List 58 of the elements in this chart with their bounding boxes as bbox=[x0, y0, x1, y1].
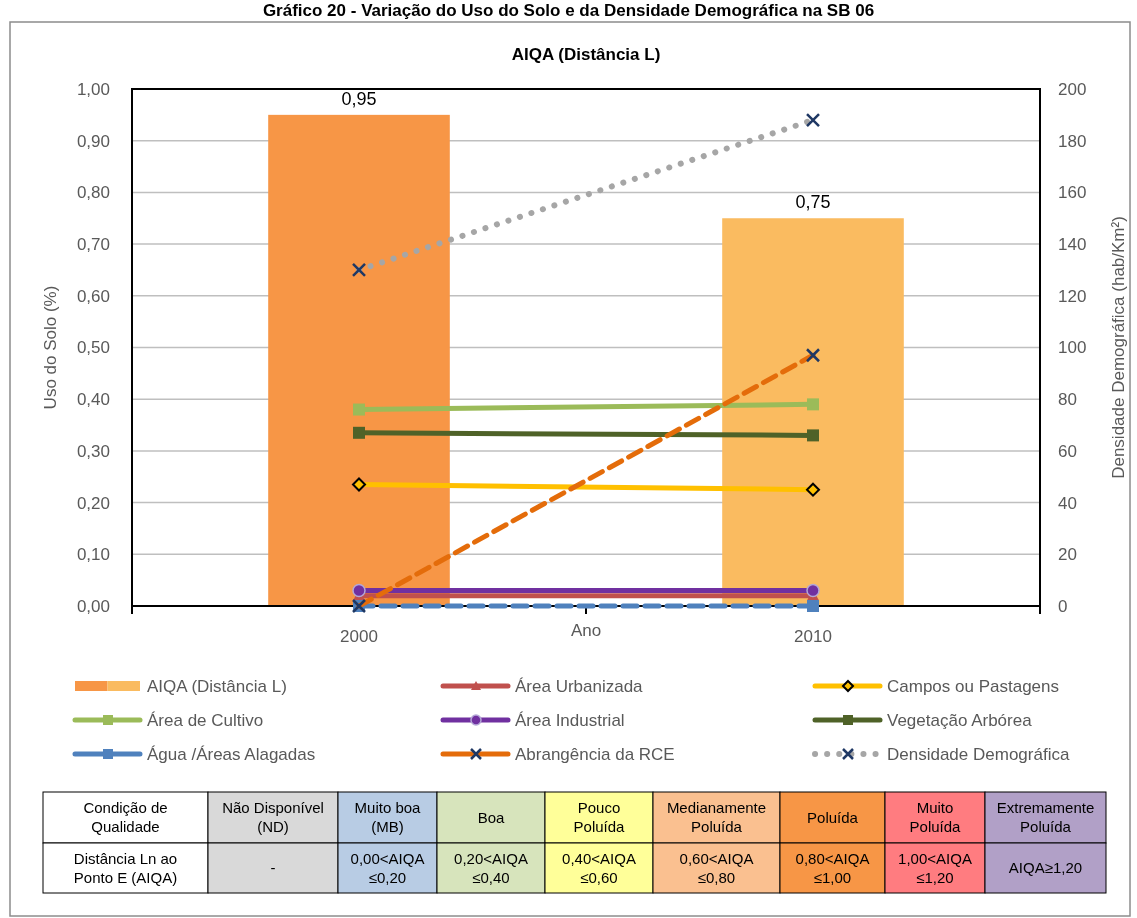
legend-label: Vegetação Arbórea bbox=[887, 710, 1033, 730]
text: 0,60<AIQA ≤0,80 bbox=[679, 849, 754, 886]
legend-label: Campos ou Pastagens bbox=[887, 676, 1059, 696]
data-label: 0,95 bbox=[341, 88, 377, 109]
category-label: Boa bbox=[477, 808, 505, 826]
category-label: Medianamente Poluída bbox=[666, 799, 767, 836]
text: AIQA≥1,20 bbox=[1008, 859, 1083, 877]
category-label: Pouco Poluída bbox=[573, 799, 626, 836]
y-tick-label: 0,80 bbox=[76, 183, 110, 203]
data-label: 0,75 bbox=[795, 192, 831, 213]
legend-label: AIQA (Distância L) bbox=[147, 676, 287, 696]
legend-label: Água /Áreas Alagadas bbox=[147, 744, 316, 764]
y-tick-label: 0,40 bbox=[76, 390, 110, 410]
y2-tick-label: 100 bbox=[1058, 338, 1087, 358]
chart-title: Gráfico 20 - Variação do Uso do Solo e da Densidade Demográfica na SB 06 bbox=[262, 1, 875, 20]
y2-tick-label: 60 bbox=[1058, 441, 1077, 461]
y2-tick-label: 20 bbox=[1058, 545, 1077, 565]
y2-tick-label: 140 bbox=[1058, 235, 1087, 255]
category-label: Condição de Qualidade bbox=[83, 799, 168, 836]
y-tick-label: 0,90 bbox=[76, 131, 110, 151]
y2-tick-label: 200 bbox=[1058, 79, 1087, 99]
y2-tick-label: 120 bbox=[1058, 286, 1087, 306]
y2-tick-label: 80 bbox=[1058, 390, 1077, 410]
y2-tick-label: 0 bbox=[1058, 596, 1068, 616]
y-tick-label: 0,70 bbox=[76, 235, 110, 255]
y-tick-label: 0,00 bbox=[76, 596, 110, 616]
y2-tick-label: 160 bbox=[1058, 183, 1087, 203]
text: - bbox=[270, 859, 276, 877]
x-tick-label: 2000 bbox=[340, 627, 378, 646]
y-tick-label: 1,00 bbox=[76, 79, 110, 99]
y-axis-title: Uso do Solo (%) bbox=[41, 285, 60, 410]
text: 1,00<AIQA ≤1,20 bbox=[898, 849, 972, 886]
legend-label: Densidade Demográfica bbox=[887, 744, 1070, 764]
y-tick-label: 0,10 bbox=[76, 545, 110, 565]
category-label: Muito Poluída bbox=[909, 799, 962, 836]
y2-tick-label: 40 bbox=[1058, 493, 1077, 513]
category-label: Muito boa (MB) bbox=[354, 799, 422, 836]
category-label: Poluída bbox=[807, 808, 859, 826]
legend-label: Abrangência da RCE bbox=[515, 744, 675, 764]
legend-label: Área Industrial bbox=[515, 710, 625, 730]
y-tick-label: 0,60 bbox=[76, 286, 110, 306]
text: 0,40<AIQA ≤0,60 bbox=[562, 849, 636, 886]
y-tick-label: 0,30 bbox=[76, 441, 110, 461]
y2-axis-title: Densidade Demográfica (hab/Km²) bbox=[1109, 216, 1128, 479]
legend-label: Área Urbanizada bbox=[515, 676, 644, 696]
x-tick-label: 2010 bbox=[794, 627, 832, 646]
legend-label: Área de Cultivo bbox=[147, 710, 264, 730]
text: 0,20<AIQA ≤0,40 bbox=[454, 849, 528, 886]
x-axis-title: Ano bbox=[570, 621, 602, 640]
y-tick-label: 0,50 bbox=[76, 338, 110, 358]
y-tick-label: 0,20 bbox=[76, 493, 110, 513]
text: 0,00<AIQA ≤0,20 bbox=[350, 849, 425, 886]
category-label: Não Disponível (ND) bbox=[222, 799, 324, 836]
chart-subtitle: AIQA (Distância L) bbox=[511, 45, 661, 64]
y2-tick-label: 180 bbox=[1058, 131, 1087, 151]
text: 0,80<AIQA ≤1,00 bbox=[795, 849, 870, 886]
category-label: Extremamente Poluída bbox=[996, 799, 1095, 836]
text: Distância Ln ao Ponto E (AIQA) bbox=[73, 849, 178, 886]
